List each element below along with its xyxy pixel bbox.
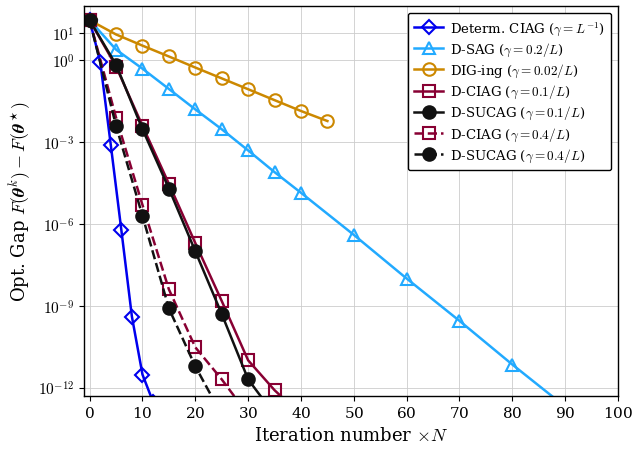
Line: D-CIAG ($\gamma = 0.1/L$): D-CIAG ($\gamma = 0.1/L$)	[84, 16, 307, 420]
D-CIAG ($\gamma = 0.1/L$)	[112, 64, 120, 70]
D-CIAG ($\gamma = 0.1/L$)	[191, 241, 199, 246]
D-SUCAG ($\gamma = 0.4/L$)	[165, 306, 173, 312]
D-SUCAG ($\gamma = 0.4/L$)	[112, 124, 120, 129]
D-SUCAG ($\gamma = 0.1/L$)	[165, 186, 173, 192]
D-SAG ($\gamma = 0.2/L$)	[165, 87, 173, 92]
Line: Determ. CIAG ($\gamma = L^{-1}$): Determ. CIAG ($\gamma = L^{-1}$)	[84, 16, 158, 407]
D-SAG ($\gamma = 0.2/L$)	[139, 67, 147, 72]
D-CIAG ($\gamma = 0.4/L$)	[165, 287, 173, 292]
Line: DIG-ing ($\gamma = 0.02/L$): DIG-ing ($\gamma = 0.02/L$)	[83, 15, 333, 128]
D-SUCAG ($\gamma = 0.4/L$)	[191, 364, 199, 369]
X-axis label: Iteration number $\times N$: Iteration number $\times N$	[254, 426, 448, 444]
DIG-ing ($\gamma = 0.02/L$)	[112, 32, 120, 38]
D-CIAG ($\gamma = 0.1/L$)	[297, 412, 305, 418]
D-CIAG ($\gamma = 0.4/L$)	[86, 18, 93, 24]
D-SAG ($\gamma = 0.2/L$)	[598, 420, 606, 426]
D-CIAG ($\gamma = 0.4/L$)	[191, 345, 199, 350]
D-SUCAG ($\gamma = 0.1/L$)	[297, 412, 305, 418]
D-SUCAG ($\gamma = 0.1/L$)	[271, 412, 278, 418]
D-SUCAG ($\gamma = 0.1/L$)	[139, 127, 147, 133]
DIG-ing ($\gamma = 0.02/L$)	[244, 87, 252, 93]
DIG-ing ($\gamma = 0.02/L$)	[139, 44, 147, 49]
D-CIAG ($\gamma = 0.1/L$)	[165, 182, 173, 187]
Line: D-CIAG ($\gamma = 0.4/L$): D-CIAG ($\gamma = 0.4/L$)	[84, 16, 253, 420]
Determ. CIAG ($\gamma = L^{-1}$)	[86, 18, 93, 24]
DIG-ing ($\gamma = 0.02/L$)	[297, 109, 305, 115]
D-SUCAG ($\gamma = 0.1/L$)	[86, 18, 93, 24]
DIG-ing ($\gamma = 0.02/L$)	[191, 66, 199, 71]
DIG-ing ($\gamma = 0.02/L$)	[271, 98, 278, 104]
D-CIAG ($\gamma = 0.1/L$)	[86, 18, 93, 24]
DIG-ing ($\gamma = 0.02/L$)	[86, 18, 93, 24]
Determ. CIAG ($\gamma = L^{-1}$)	[107, 143, 115, 148]
D-SUCAG ($\gamma = 0.4/L$)	[139, 214, 147, 219]
D-SAG ($\gamma = 0.2/L$)	[112, 48, 120, 53]
D-SUCAG ($\gamma = 0.1/L$)	[218, 312, 225, 317]
Line: D-SUCAG ($\gamma = 0.1/L$): D-SUCAG ($\gamma = 0.1/L$)	[83, 15, 307, 421]
DIG-ing ($\gamma = 0.02/L$)	[165, 55, 173, 60]
D-CIAG ($\gamma = 0.4/L$)	[139, 203, 147, 208]
D-SUCAG ($\gamma = 0.1/L$)	[191, 249, 199, 254]
D-SAG ($\gamma = 0.2/L$)	[403, 276, 410, 281]
D-CIAG ($\gamma = 0.1/L$)	[244, 358, 252, 363]
D-SAG ($\gamma = 0.2/L$)	[244, 148, 252, 154]
D-SAG ($\gamma = 0.2/L$)	[350, 233, 358, 238]
D-CIAG ($\gamma = 0.4/L$)	[218, 377, 225, 382]
D-SUCAG ($\gamma = 0.1/L$)	[112, 63, 120, 68]
D-CIAG ($\gamma = 0.4/L$)	[244, 412, 252, 418]
D-CIAG ($\gamma = 0.1/L$)	[271, 388, 278, 393]
D-SAG ($\gamma = 0.2/L$)	[456, 318, 463, 324]
D-SAG ($\gamma = 0.2/L$)	[561, 404, 569, 410]
Determ. CIAG ($\gamma = L^{-1}$)	[118, 228, 125, 233]
D-CIAG ($\gamma = 0.1/L$)	[218, 299, 225, 304]
D-SAG ($\gamma = 0.2/L$)	[191, 107, 199, 113]
Line: D-SAG ($\gamma = 0.2/L$): D-SAG ($\gamma = 0.2/L$)	[83, 15, 609, 429]
D-SAG ($\gamma = 0.2/L$)	[86, 18, 93, 24]
Line: D-SUCAG ($\gamma = 0.4/L$): D-SUCAG ($\gamma = 0.4/L$)	[83, 15, 228, 421]
Y-axis label: Opt. Gap $F(\boldsymbol{\theta}^k) - F(\boldsymbol{\theta}^\star)$: Opt. Gap $F(\boldsymbol{\theta}^k) - F(\…	[7, 101, 33, 302]
Determ. CIAG ($\gamma = L^{-1}$)	[97, 60, 104, 65]
Determ. CIAG ($\gamma = L^{-1}$)	[149, 399, 157, 405]
DIG-ing ($\gamma = 0.02/L$)	[324, 119, 332, 124]
D-SAG ($\gamma = 0.2/L$)	[271, 170, 278, 175]
D-SAG ($\gamma = 0.2/L$)	[508, 362, 516, 368]
D-SUCAG ($\gamma = 0.4/L$)	[218, 412, 225, 418]
D-SAG ($\gamma = 0.2/L$)	[218, 127, 225, 133]
D-CIAG ($\gamma = 0.4/L$)	[112, 115, 120, 121]
D-SAG ($\gamma = 0.2/L$)	[297, 191, 305, 196]
D-CIAG ($\gamma = 0.1/L$)	[139, 124, 147, 129]
D-SUCAG ($\gamma = 0.1/L$)	[244, 377, 252, 382]
DIG-ing ($\gamma = 0.02/L$)	[218, 77, 225, 82]
Determ. CIAG ($\gamma = L^{-1}$)	[139, 372, 147, 377]
Legend: Determ. CIAG ($\gamma = L^{-1}$), D-SAG ($\gamma = 0.2/L$), DIG-ing ($\gamma = 0: Determ. CIAG ($\gamma = L^{-1}$), D-SAG …	[408, 14, 611, 171]
Determ. CIAG ($\gamma = L^{-1}$)	[128, 314, 136, 320]
D-SUCAG ($\gamma = 0.4/L$)	[86, 18, 93, 24]
